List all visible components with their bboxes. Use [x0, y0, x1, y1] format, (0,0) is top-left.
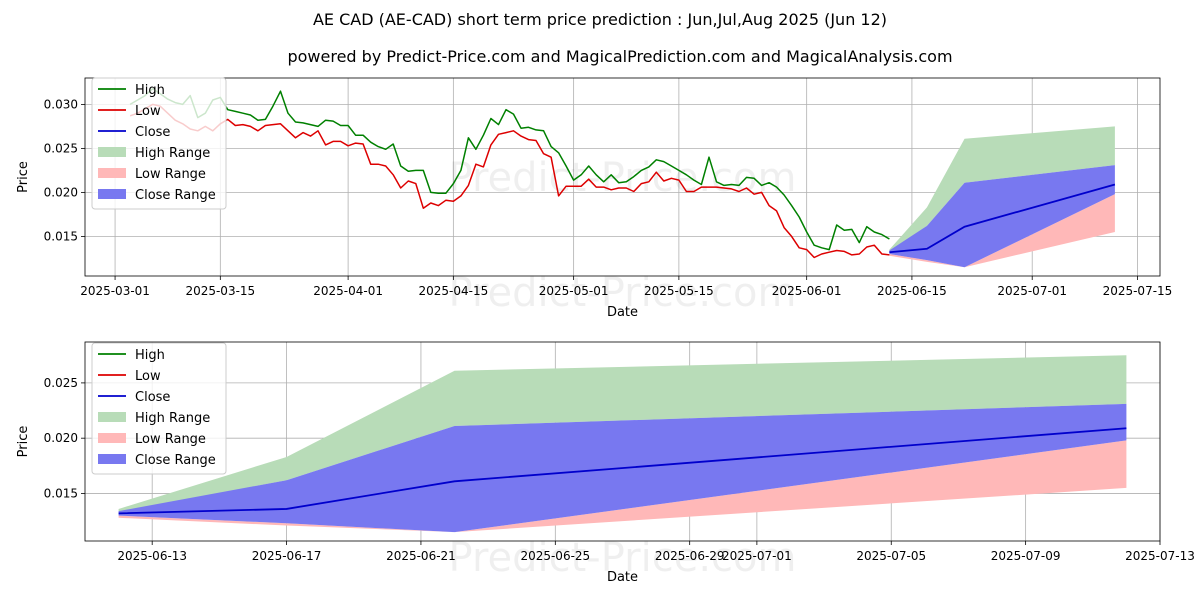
x-tick-label: 2025-06-25 [520, 549, 590, 563]
legend-swatch [98, 189, 126, 199]
y-tick-label: 0.015 [44, 229, 78, 243]
legend-entry: Close [135, 125, 170, 140]
low-range-band [889, 194, 1115, 268]
x-tick-label: 2025-03-01 [80, 284, 150, 298]
y-tick-label: 0.020 [44, 431, 78, 445]
y-tick-label: 0.025 [44, 141, 78, 155]
y-axis-label: Price [16, 161, 31, 193]
x-tick-label: 2025-07-13 [1125, 549, 1195, 563]
legend-entry: High [135, 348, 165, 363]
close-series-line [118, 427, 1127, 515]
watermark-text: Predict-Price.com [449, 535, 797, 581]
x-tick-label: 2025-06-17 [252, 549, 322, 563]
legend-entry: Close Range [135, 188, 216, 203]
chart-title: AE CAD (AE-CAD) short term price predict… [313, 10, 887, 29]
y-axis-label: Price [16, 426, 31, 458]
x-tick-label: 2025-05-15 [644, 284, 714, 298]
x-axis-label: Date [607, 305, 638, 320]
legend-entry: Low [135, 369, 161, 384]
legend-entry: Low Range [135, 432, 206, 447]
high-range-band [889, 126, 1115, 253]
y-tick-label: 0.020 [44, 185, 78, 199]
x-tick-label: 2025-05-01 [539, 284, 609, 298]
plot-frame [84, 77, 1161, 277]
high-range-band [118, 355, 1127, 513]
x-tick-label: 2025-06-21 [386, 549, 456, 563]
top-chart: 2025-03-01 2025-03-15 2025-04-01 2025-04-15… [16, 77, 1173, 320]
x-tick-label: 2025-06-13 [117, 549, 187, 563]
legend-entry: Close [135, 390, 170, 405]
plot-frame [84, 341, 1161, 542]
legend-swatch [98, 412, 126, 422]
y-tick-label: 0.025 [44, 376, 78, 390]
x-tick-label: 2025-03-15 [185, 284, 255, 298]
legend-swatch [98, 147, 126, 157]
legend-swatch [98, 454, 126, 464]
low-range-band [118, 440, 1127, 533]
legend-swatch [98, 168, 126, 178]
x-axis-label: Date [607, 570, 638, 585]
y-tick-label: 0.030 [44, 97, 78, 111]
x-tick-label: 2025-06-01 [772, 284, 842, 298]
x-tick-label: 2025-06-29 [655, 549, 725, 563]
legend-entry: High [135, 83, 165, 98]
x-tick-label: 2025-06-15 [877, 284, 947, 298]
x-tick-label: 2025-07-05 [856, 549, 926, 563]
legend-entry: High Range [135, 411, 210, 426]
legend-entry: Close Range [135, 453, 216, 468]
x-tick-label: 2025-07-15 [1103, 284, 1173, 298]
legend-swatch [98, 433, 126, 443]
x-tick-label: 2025-07-01 [997, 284, 1067, 298]
x-tick-label: 2025-07-01 [722, 549, 792, 563]
close-series-line [889, 183, 1116, 254]
y-tick-label: 0.015 [44, 486, 78, 500]
high-series-line [129, 87, 890, 251]
watermark-text: Predict-Price.com [449, 270, 797, 316]
watermark-text: Predict-Price.com [449, 155, 797, 201]
x-tick-label: 2025-04-01 [313, 284, 383, 298]
bottom-chart: 2025-06-13 2025-06-17 2025-06-21 2025-06-25… [16, 341, 1195, 585]
x-tick-label: 2025-04-15 [418, 284, 488, 298]
legend-entry: High Range [135, 146, 210, 161]
legend-entry: Low Range [135, 167, 206, 182]
x-tick-label: 2025-07-09 [991, 549, 1061, 563]
legend-entry: Low [135, 104, 161, 119]
chart-subtitle: powered by Predict-Price.com and Magical… [287, 47, 952, 66]
low-series-line [129, 103, 890, 259]
